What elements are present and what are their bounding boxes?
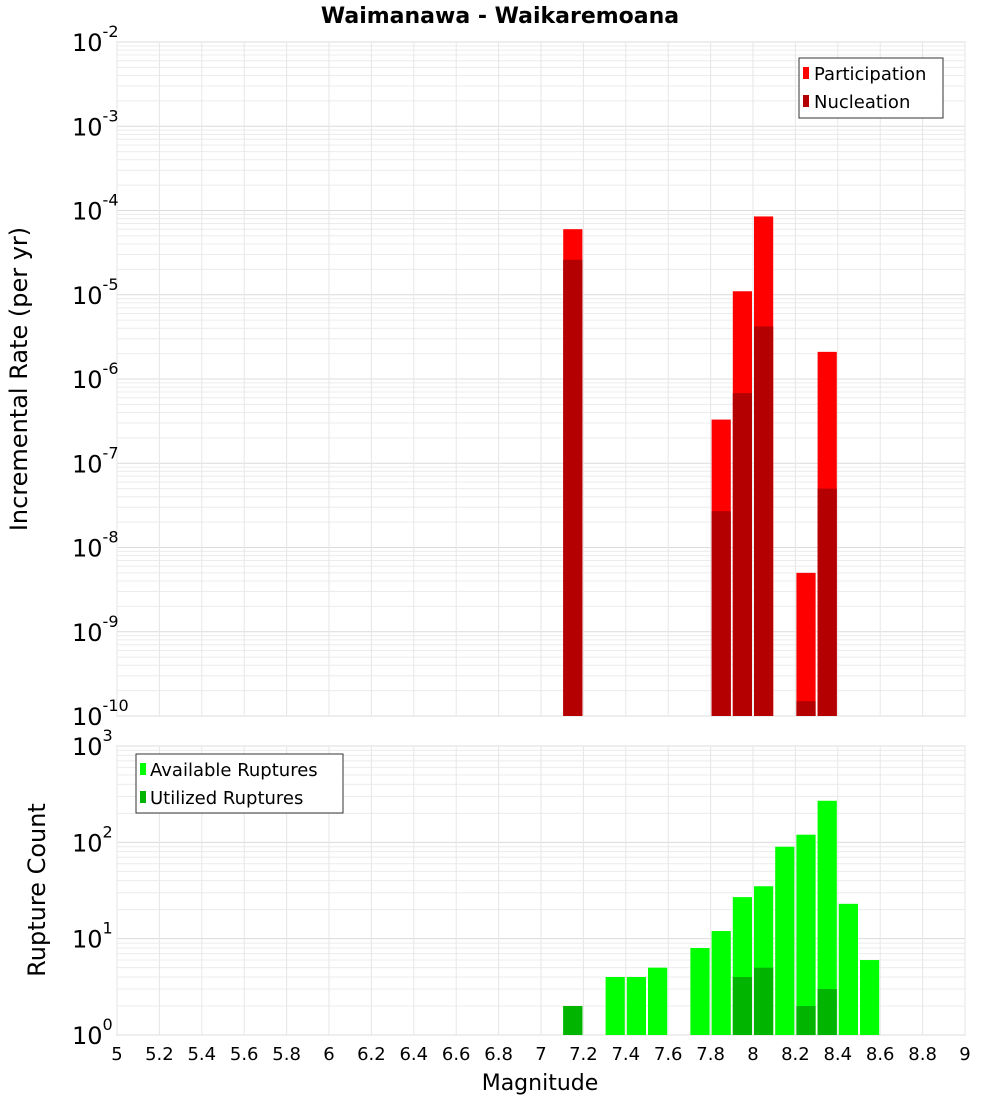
x-axis-label: Magnitude: [482, 1071, 599, 1096]
bottom-legend: Available Ruptures Utilized Ruptures: [135, 753, 344, 814]
top-y-tick-label: 10-2: [72, 22, 119, 57]
x-tick-label: 5.6: [230, 1044, 259, 1065]
top-y-tick-label: 10-3: [72, 106, 119, 141]
x-tick-label: 6.6: [442, 1044, 471, 1065]
chart-title: Waimanawa - Waikaremoana: [321, 4, 679, 29]
legend-label-available: Available Ruptures: [150, 760, 318, 781]
x-axis: 5 5.2 5.4 5.6 5.8 6 6.2 6.4 6.6 6.8 7 7.2 7.4 7.6 7.8 8…: [111, 1044, 970, 1065]
legend-swatch-nucleation: [803, 95, 809, 107]
legend-swatch-available: [140, 763, 146, 775]
bottom-bar-available-ruptures: [817, 800, 837, 1035]
top-legend-box: [798, 57, 944, 119]
x-tick-label: 5.4: [187, 1044, 216, 1065]
top-bars: [563, 216, 837, 717]
x-tick-label: 7.8: [696, 1044, 725, 1065]
x-tick-label: 8.6: [866, 1044, 895, 1065]
x-tick-label: 7.4: [611, 1044, 640, 1065]
x-tick-label: 8: [747, 1044, 758, 1065]
top-y-axis-label: Incremental Rate (per yr): [5, 227, 33, 531]
bottom-bar-available-ruptures: [711, 931, 731, 1035]
bottom-bar-available-ruptures: [860, 960, 880, 1035]
top-y-tick-label: 10-10: [72, 696, 129, 731]
bottom-bar-utilized-ruptures: [817, 989, 837, 1035]
x-tick-label: 6.2: [357, 1044, 386, 1065]
x-tick-label: 6: [323, 1044, 334, 1065]
top-bar-nucleation: [732, 393, 752, 716]
bottom-bar-utilized-ruptures: [563, 1006, 583, 1035]
top-bar-participation: [796, 572, 816, 716]
x-tick-label: 6.4: [399, 1044, 428, 1065]
bottom-bars: [563, 800, 880, 1035]
top-bar-nucleation: [796, 701, 816, 716]
x-tick-label: 7.2: [569, 1044, 598, 1065]
top-bar-nucleation: [754, 326, 774, 716]
x-tick-label: 6.8: [484, 1044, 513, 1065]
bottom-y-tick-label: 101: [72, 919, 113, 954]
bottom-y-tick-label: 102: [72, 822, 113, 857]
bottom-y-axis-label: Rupture Count: [23, 803, 51, 977]
top-y-tick-label: 10-8: [72, 528, 119, 563]
bottom-y-tick-labels: 100 101 102 103: [72, 726, 113, 1050]
x-tick-label: 8.4: [823, 1044, 852, 1065]
bottom-legend-box: [135, 753, 344, 814]
legend-label-utilized: Utilized Ruptures: [150, 788, 303, 809]
legend-swatch-participation: [803, 67, 809, 79]
bottom-bar-utilized-ruptures: [754, 967, 774, 1035]
bottom-bar-available-ruptures: [605, 977, 625, 1035]
bottom-bar-available-ruptures: [648, 967, 668, 1035]
top-grid: [116, 41, 966, 717]
top-y-tick-label: 10-4: [72, 191, 119, 226]
top-y-tick-label: 10-9: [72, 612, 119, 647]
x-tick-label: 5: [111, 1044, 122, 1065]
top-y-tick-label: 10-7: [72, 443, 119, 478]
incremental-rate-panel: 10-10 10-9 10-8 10-7 10-6 10-5 10-4 10-3 10-2 In…: [5, 22, 966, 731]
bottom-y-tick-label: 103: [72, 726, 113, 761]
bottom-bar-available-ruptures: [626, 977, 646, 1035]
bottom-bar-utilized-ruptures: [732, 977, 752, 1035]
bottom-bar-available-ruptures: [775, 846, 795, 1035]
x-tick-label: 5.8: [272, 1044, 301, 1065]
bottom-y-tick-label: 100: [72, 1015, 113, 1050]
bottom-bar-available-ruptures: [690, 948, 710, 1035]
x-tick-label: 7.6: [654, 1044, 683, 1065]
x-tick-label: 5.2: [145, 1044, 174, 1065]
bottom-bar-available-ruptures: [796, 834, 816, 1035]
top-bar-nucleation: [817, 488, 837, 716]
rupture-count-panel: 100 101 102 103 Rupture Count Available Rup…: [23, 726, 966, 1050]
legend-swatch-utilized: [140, 791, 146, 803]
legend-label-participation: Participation: [814, 64, 926, 85]
top-y-tick-label: 10-6: [72, 359, 119, 394]
top-y-tick-label: 10-5: [72, 275, 119, 310]
top-bar-nucleation: [563, 259, 583, 716]
bottom-bar-available-ruptures: [838, 903, 858, 1035]
x-tick-label: 8.8: [908, 1044, 937, 1065]
top-legend: Participation Nucleation: [798, 57, 944, 119]
x-tick-label: 9: [959, 1044, 970, 1065]
legend-label-nucleation: Nucleation: [814, 92, 910, 113]
x-tick-label: 7: [535, 1044, 546, 1065]
bottom-bar-utilized-ruptures: [796, 1006, 816, 1035]
x-tick-label: 8.2: [781, 1044, 810, 1065]
top-bar-nucleation: [711, 511, 731, 716]
